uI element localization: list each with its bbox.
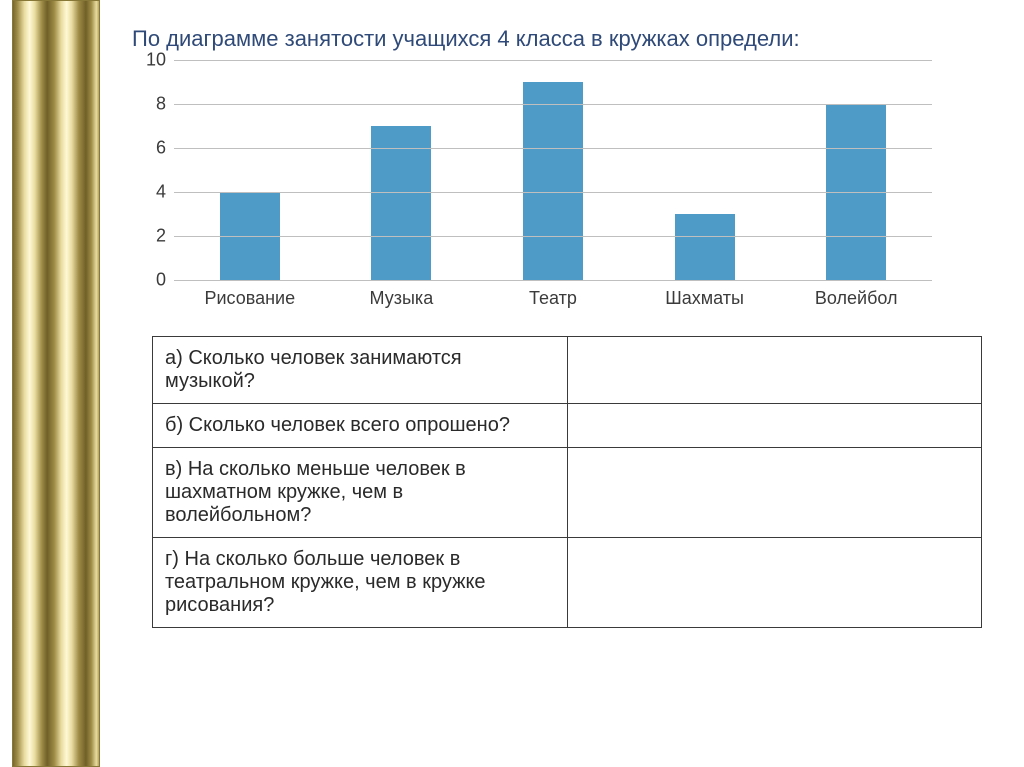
chart-bar-slot: [780, 60, 932, 280]
chart-gridline: [174, 104, 932, 105]
page-title: По диаграмме занятости учащихся 4 класса…: [132, 26, 1002, 52]
chart-y-tick: 4: [136, 182, 166, 203]
chart-bar: [371, 126, 431, 280]
chart-bar-slot: [477, 60, 629, 280]
chart-y-tick: 10: [136, 50, 166, 71]
chart-gridline: [174, 236, 932, 237]
chart-x-label: Рисование: [174, 288, 326, 309]
chart-gridline: [174, 192, 932, 193]
table-row: б) Сколько человек всего опрошено?: [153, 404, 982, 448]
question-text: б) Сколько человек всего опрошено?: [153, 404, 568, 448]
answer-cell: [568, 404, 982, 448]
chart-plot-area: [174, 60, 932, 280]
chart-bar-slot: [629, 60, 781, 280]
chart-y-tick: 2: [136, 226, 166, 247]
chart-gridline: [174, 280, 932, 281]
chart-bar: [523, 82, 583, 280]
chart-x-label: Театр: [477, 288, 629, 309]
question-text: г) На сколько больше человек в театральн…: [153, 538, 568, 628]
bar-chart: 0246810РисованиеМузыкаТеатрШахматыВолейб…: [174, 60, 932, 308]
chart-x-label: Волейбол: [780, 288, 932, 309]
answer-cell: [568, 448, 982, 538]
table-row: г) На сколько больше человек в театральн…: [153, 538, 982, 628]
content-area: По диаграмме занятости учащихся 4 класса…: [132, 26, 1002, 628]
chart-y-tick: 8: [136, 94, 166, 115]
chart-gridline: [174, 148, 932, 149]
chart-bar-slot: [326, 60, 478, 280]
answer-cell: [568, 538, 982, 628]
table-row: в) На сколько меньше человек в шахматном…: [153, 448, 982, 538]
stage: По диаграмме занятости учащихся 4 класса…: [0, 0, 1024, 767]
questions-table: а) Сколько человек занимаются музыкой?б)…: [152, 336, 982, 628]
chart-gridline: [174, 60, 932, 61]
chart-bar-slot: [174, 60, 326, 280]
chart-bar: [675, 214, 735, 280]
table-row: а) Сколько человек занимаются музыкой?: [153, 337, 982, 404]
chart-x-label: Музыка: [326, 288, 478, 309]
chart-x-label: Шахматы: [629, 288, 781, 309]
answer-cell: [568, 337, 982, 404]
chart-y-tick: 6: [136, 138, 166, 159]
question-text: а) Сколько человек занимаются музыкой?: [153, 337, 568, 404]
decorative-stripe: [12, 0, 100, 767]
chart-y-tick: 0: [136, 270, 166, 291]
question-text: в) На сколько меньше человек в шахматном…: [153, 448, 568, 538]
